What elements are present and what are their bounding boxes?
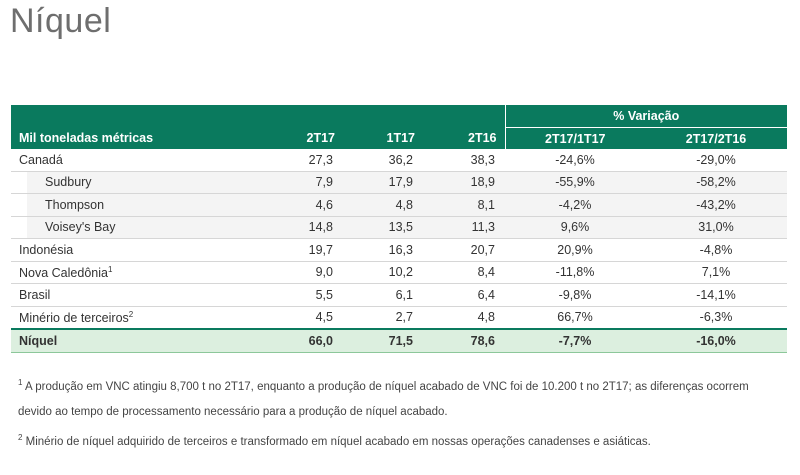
footnote-marker: 1: [18, 378, 23, 387]
cell: 18,9: [423, 171, 505, 194]
table-row-sub: Thompson 4,6 4,8 8,1 -4,2% -43,2%: [11, 193, 787, 217]
cell: 8,4: [423, 261, 505, 284]
cell: 7,9: [263, 171, 343, 194]
table-row: Minério de terceiros2 4,5 2,7 4,8 66,7% …: [11, 306, 787, 330]
footnotes: 1 A produção em VNC atingiu 8,700 t no 2…: [18, 370, 788, 455]
total-cell: 78,6: [423, 328, 505, 353]
table-row-sub: Voisey's Bay 14,8 13,5 11,3 9,6% 31,0%: [11, 216, 787, 239]
cell: 16,3: [343, 238, 423, 262]
cell: 31,0%: [645, 216, 787, 239]
column-header-2t17: 2T17: [263, 127, 343, 149]
column-header-1t17: 1T17: [343, 127, 423, 149]
cell: 20,9%: [505, 238, 645, 262]
cell: 66,7%: [505, 306, 645, 330]
table-row: Canadá 27,3 36,2 38,3 -24,6% -29,0%: [11, 149, 787, 172]
cell: -4,8%: [645, 238, 787, 262]
cell: 9,0: [263, 261, 343, 284]
table-row: Brasil 5,5 6,1 6,4 -9,8% -14,1%: [11, 283, 787, 307]
row-label: Voisey's Bay: [11, 216, 263, 239]
row-label: Minério de terceiros2: [11, 306, 263, 330]
cell: 27,3: [263, 149, 343, 172]
cell: 8,1: [423, 193, 505, 217]
column-header-var-yoy: 2T17/2T16: [645, 127, 787, 149]
footnote-marker: 2: [18, 432, 23, 442]
cell: 38,3: [423, 149, 505, 172]
cell: -9,8%: [505, 283, 645, 307]
table-row: Nova Caledônia1 9,0 10,2 8,4 -11,8% 7,1%: [11, 261, 787, 284]
total-label: Níquel: [11, 328, 263, 353]
cell: 6,1: [343, 283, 423, 307]
footnote-marker: 2: [128, 309, 134, 319]
cell: 10,2: [343, 261, 423, 284]
column-header-unit: Mil toneladas métricas: [11, 127, 263, 149]
cell: 17,9: [343, 171, 423, 194]
row-label: Thompson: [11, 193, 263, 217]
cell: -29,0%: [645, 149, 787, 172]
footnote: devido ao tempo de processamento necessá…: [18, 405, 448, 418]
cell: 14,8: [263, 216, 343, 239]
total-cell: -16,0%: [645, 328, 787, 353]
header-row: Mil toneladas métricas 2T17 1T17 2T16 2T…: [11, 127, 787, 149]
cell: 19,7: [263, 238, 343, 262]
cell: -14,1%: [645, 283, 787, 307]
cell: -24,6%: [505, 149, 645, 172]
row-label: Canadá: [11, 149, 263, 172]
cell: 4,6: [263, 193, 343, 217]
cell: -4,2%: [505, 193, 645, 217]
cell: 7,1%: [645, 261, 787, 284]
row-label: Sudbury: [11, 171, 263, 194]
cell: 9,6%: [505, 216, 645, 239]
cell: -55,9%: [505, 171, 645, 194]
total-cell: 71,5: [343, 328, 423, 353]
cell: -58,2%: [645, 171, 787, 194]
footnote: 1 A produção em VNC atingiu 8,700 t no 2…: [18, 378, 749, 393]
column-header-var-qoq: 2T17/1T17: [504, 127, 645, 149]
table-row-sub: Sudbury 7,9 17,9 18,9 -55,9% -58,2%: [11, 171, 787, 194]
header-group-row: % Variação: [11, 105, 787, 128]
cell: 5,5: [263, 283, 343, 307]
cell: 36,2: [343, 149, 423, 172]
cell: -6,3%: [645, 306, 787, 330]
row-label: Nova Caledônia1: [11, 261, 263, 284]
cell: 11,3: [423, 216, 505, 239]
cell: 13,5: [343, 216, 423, 239]
cell: -43,2%: [645, 193, 787, 217]
row-label: Indonésia: [11, 238, 263, 262]
cell: 4,8: [423, 306, 505, 330]
footnote: 2 Minério de níquel adquirido de terceir…: [18, 432, 651, 448]
cell: -11,8%: [505, 261, 645, 284]
total-row: Níquel 66,0 71,5 78,6 -7,7% -16,0%: [11, 328, 787, 353]
total-cell: -7,7%: [505, 328, 645, 353]
cell: 4,8: [343, 193, 423, 217]
cell: 4,5: [263, 306, 343, 330]
cell: 2,7: [343, 306, 423, 330]
nickel-production-table: % Variação Mil toneladas métricas 2T17 1…: [11, 105, 787, 353]
cell: 20,7: [423, 238, 505, 262]
row-label: Brasil: [11, 283, 263, 307]
table-row: Indonésia 19,7 16,3 20,7 20,9% -4,8%: [11, 238, 787, 262]
variation-group-header: % Variação: [504, 105, 787, 128]
column-header-2t16: 2T16: [423, 127, 505, 149]
footnote-marker: 1: [107, 264, 113, 274]
page-title: Níquel: [10, 2, 112, 40]
cell: 6,4: [423, 283, 505, 307]
total-cell: 66,0: [263, 328, 343, 353]
